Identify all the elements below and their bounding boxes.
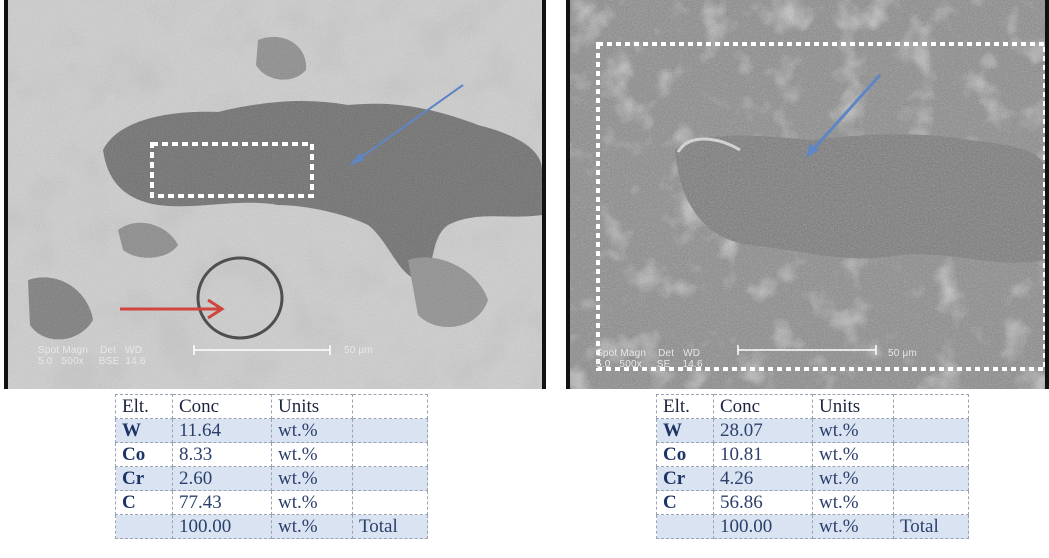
header-units: Units (812, 394, 894, 419)
blue-arrow-icon (808, 73, 882, 155)
conc-cell: 100.00 (713, 514, 813, 539)
conc-cell: 11.64 (172, 418, 272, 443)
table-row: W 11.64 wt.% (115, 418, 428, 443)
element-cell (115, 514, 173, 539)
sem-image-se: Spot Magn Det WD 5.0 500x SE 14.6 50 μm (566, 0, 1049, 389)
element-cell: C (115, 490, 173, 515)
extra-cell (352, 490, 428, 515)
blue-arrow-icon (352, 84, 464, 164)
units-cell: wt.% (271, 490, 353, 515)
table-row: W 28.07 wt.% (656, 418, 969, 443)
header-units: Units (271, 394, 353, 419)
conc-cell: 28.07 (713, 418, 813, 443)
element-cell: Cr (115, 466, 173, 491)
units-cell: wt.% (271, 514, 353, 539)
table-row: Co 10.81 wt.% (656, 442, 969, 467)
table-row: C 77.43 wt.% (115, 490, 428, 515)
table-row: Co 8.33 wt.% (115, 442, 428, 467)
table-row: Cr 2.60 wt.% (115, 466, 428, 491)
sem-caption-line1: Spot Magn Det WD (38, 345, 143, 356)
extra-cell (893, 442, 969, 467)
sem-caption-line2: 5.0 500x SE 14.6 (596, 359, 703, 370)
conc-cell: 4.26 (713, 466, 813, 491)
header-elt: Elt. (656, 394, 714, 419)
header-elt: Elt. (115, 394, 173, 419)
element-cell: C (656, 490, 714, 515)
extra-cell (893, 466, 969, 491)
table-row: Cr 4.26 wt.% (656, 466, 969, 491)
units-cell: wt.% (812, 490, 894, 515)
header-conc: Conc (713, 394, 813, 419)
conc-cell: 10.81 (713, 442, 813, 467)
eds-table-left: Elt. Conc Units W 11.64 wt.% Co 8.33 wt.… (115, 394, 428, 539)
units-cell: wt.% (271, 418, 353, 443)
extra-cell (352, 418, 428, 443)
bse-micrograph (8, 0, 542, 389)
table-total-row: 100.00 wt.% Total (656, 514, 969, 539)
element-cell: Co (115, 442, 173, 467)
conc-cell: 8.33 (172, 442, 272, 467)
scale-label: 50 μm (344, 345, 373, 356)
element-cell (656, 514, 714, 539)
element-cell: Co (656, 442, 714, 467)
element-cell: W (115, 418, 173, 443)
conc-cell: 100.00 (172, 514, 272, 539)
table-row: C 56.86 wt.% (656, 490, 969, 515)
total-label: Total (893, 514, 969, 539)
table-header-row: Elt. Conc Units (115, 394, 428, 419)
extra-cell (893, 418, 969, 443)
table-total-row: 100.00 wt.% Total (115, 514, 428, 539)
header-conc: Conc (172, 394, 272, 419)
conc-cell: 77.43 (172, 490, 272, 515)
element-cell: Cr (656, 466, 714, 491)
analysis-area-rect (596, 42, 1045, 371)
sem-caption-line2: 5.0 500x BSE 14.6 (38, 356, 146, 367)
conc-cell: 56.86 (713, 490, 813, 515)
units-cell: wt.% (271, 442, 353, 467)
units-cell: wt.% (812, 442, 894, 467)
element-cell: W (656, 418, 714, 443)
conc-cell: 2.60 (172, 466, 272, 491)
total-label: Total (352, 514, 428, 539)
analysis-area-rect (150, 142, 314, 198)
table-header-row: Elt. Conc Units (656, 394, 969, 419)
extra-cell (352, 442, 428, 467)
extra-cell (352, 466, 428, 491)
units-cell: wt.% (812, 514, 894, 539)
se-micrograph (570, 0, 1045, 389)
eds-table-right: Elt. Conc Units W 28.07 wt.% Co 10.81 wt… (656, 394, 969, 539)
units-cell: wt.% (271, 466, 353, 491)
header-blank (352, 394, 428, 419)
header-blank (893, 394, 969, 419)
units-cell: wt.% (812, 418, 894, 443)
extra-cell (893, 490, 969, 515)
scale-label: 50 μm (888, 348, 917, 359)
sem-image-bse: Spot Magn Det WD 5.0 500x BSE 14.6 50 μm (4, 0, 546, 389)
units-cell: wt.% (812, 466, 894, 491)
sem-caption-line1: Spot Magn Det WD (596, 348, 701, 359)
